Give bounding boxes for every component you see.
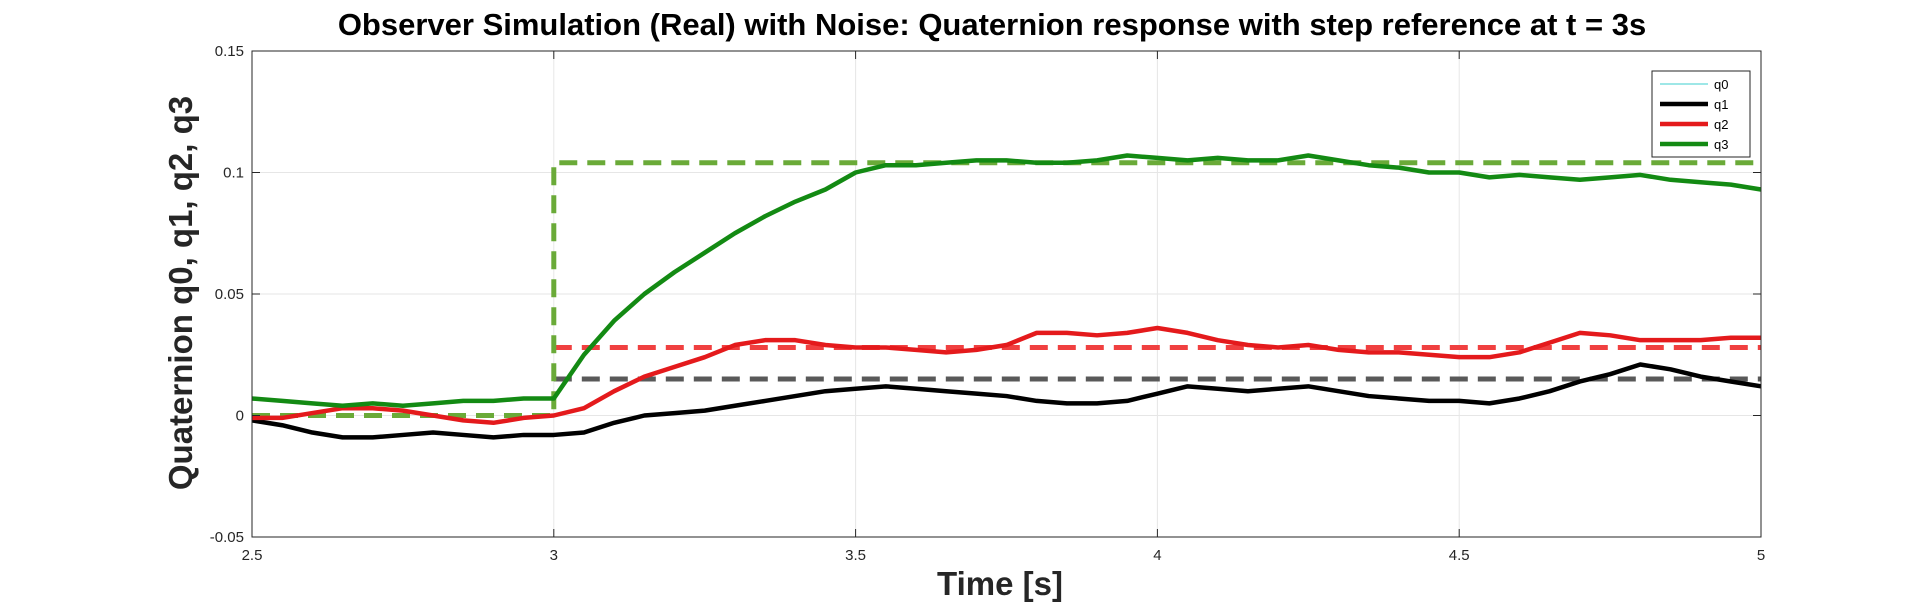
series-line-q1 [251,362,1762,440]
y-axis-label: Quaternion q0, q1, q2, q3 [162,96,199,490]
x-tick-label: 2.5 [242,547,263,564]
legend: q0 q1 q2 q3 [1651,70,1751,158]
series-group [251,153,1762,440]
y-tick-label: -0.05 [210,529,244,546]
x-tick-label: 3.5 [845,547,866,564]
reference-line-2 [252,160,1761,418]
x-tick-label: 3 [550,547,558,564]
x-axis-ticks: 2.5 3 3.5 4 4.5 5 [242,51,1765,564]
x-tick-label: 4 [1153,547,1161,564]
y-tick-label: 0.1 [223,165,244,182]
chart-title: Observer Simulation (Real) with Noise: Q… [338,7,1646,42]
x-tick-label: 4.5 [1449,547,1470,564]
legend-label-q0: q0 [1714,77,1728,92]
x-tick-label: 5 [1757,547,1765,564]
legend-label-q1: q1 [1714,97,1728,112]
legend-label-q2: q2 [1714,117,1728,132]
legend-label-q3: q3 [1714,137,1728,152]
y-tick-label: 0 [236,408,244,425]
reference-lines [252,160,1761,418]
y-tick-label: 0.05 [215,286,244,303]
series-line-q3 [251,153,1762,409]
y-axis-ticks: -0.05 0 0.05 0.1 0.15 [210,43,1761,546]
x-axis-label: Time [s] [937,565,1063,602]
series-line-q2 [252,325,1761,426]
y-tick-label: 0.15 [215,43,244,60]
